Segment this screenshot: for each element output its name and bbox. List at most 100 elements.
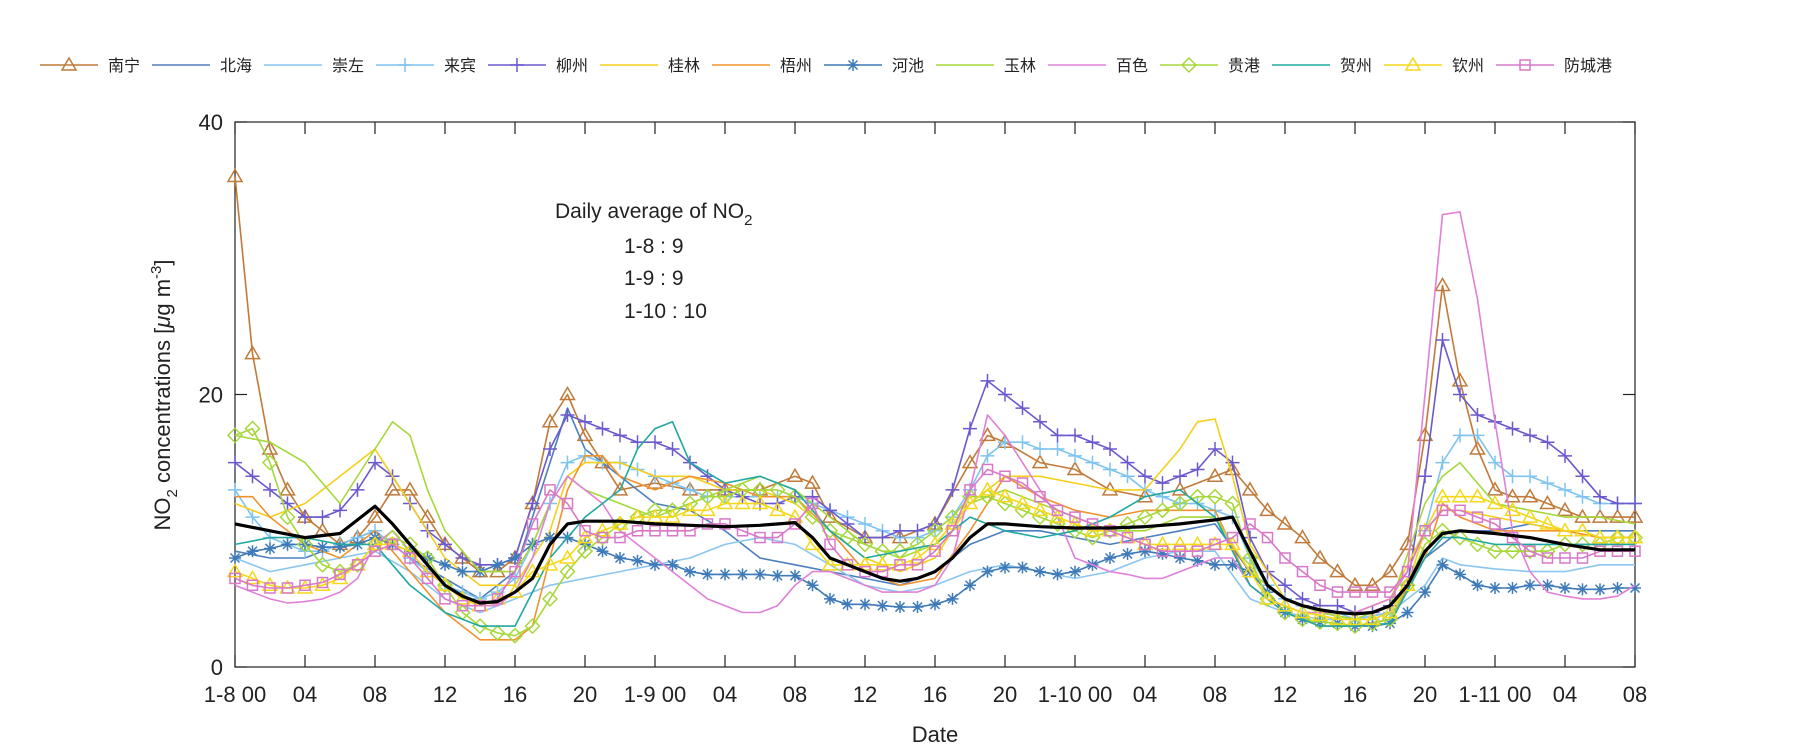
data-point: [1120, 469, 1135, 484]
legend-item: 钦州: [1384, 56, 1484, 75]
data-point: [613, 428, 627, 443]
data-point: [244, 569, 261, 585]
data-point: [1261, 531, 1274, 544]
data-point: [279, 509, 296, 526]
data-point: [1558, 482, 1572, 497]
data-point: [999, 470, 1011, 482]
data-point: [996, 488, 1014, 503]
data-point: [1171, 481, 1189, 496]
y-label-rest: concentrations [: [150, 328, 175, 489]
data-point: [366, 508, 384, 523]
data-point: [821, 522, 839, 539]
x-tick-label: 04: [1553, 682, 1577, 707]
data-point: [736, 568, 749, 581]
data-point: [1015, 435, 1030, 450]
data-point: [1139, 545, 1151, 558]
data-point: [1521, 508, 1539, 523]
data-point: [544, 531, 556, 544]
legend-item: 柳州: [488, 57, 588, 75]
data-point: [1611, 581, 1624, 594]
legend-marker: [60, 56, 78, 71]
x-tick-label: 1-8 00: [204, 682, 266, 707]
data-point: [821, 508, 839, 523]
data-point: [509, 565, 521, 578]
data-point: [229, 552, 241, 564]
y-label-no: NO: [150, 498, 175, 531]
data-point: [979, 481, 996, 496]
data-point: [298, 510, 312, 525]
data-point: [874, 556, 891, 571]
data-point: [1031, 454, 1049, 469]
legend-label: 北海: [220, 57, 252, 75]
data-point: [946, 525, 959, 537]
data-point: [1505, 421, 1520, 436]
data-point: [384, 481, 401, 496]
data-point: [1173, 469, 1187, 484]
data-point: [1434, 488, 1451, 503]
data-point: [594, 522, 611, 537]
legend-item: 来宾: [376, 57, 476, 75]
x-axis: 1-8 00 04 08 12 16 20 1-9 00 04 08 12 16 20 1-10 00 0…: [204, 122, 1647, 707]
data-point: [945, 482, 960, 497]
data-point: [1591, 529, 1609, 544]
data-point: [1049, 508, 1066, 523]
data-point: [1068, 448, 1082, 463]
x-tick-label: 08: [1623, 682, 1647, 707]
data-point: [911, 601, 924, 614]
legend-marker: [510, 58, 524, 72]
data-point: [1435, 333, 1450, 347]
data-point: [489, 624, 506, 641]
data-point: [1556, 501, 1574, 517]
data-point: [1574, 522, 1591, 537]
data-point: [876, 599, 889, 612]
data-point: [1155, 489, 1170, 504]
data-point: [436, 577, 454, 594]
data-point: [1171, 535, 1189, 551]
data-point: [1451, 372, 1469, 387]
series-line: [234, 468, 1635, 607]
data-point: [1349, 586, 1361, 598]
legend-item: 梧州: [712, 57, 812, 75]
data-point: [1576, 583, 1589, 596]
data-point: [244, 345, 261, 360]
data-point: [1364, 610, 1381, 626]
data-point: [805, 489, 820, 504]
data-point: [614, 531, 626, 544]
data-point: [576, 426, 594, 442]
x-tick-label: 12: [853, 682, 877, 707]
data-point: [439, 593, 451, 605]
data-point: [226, 563, 244, 578]
data-point: [1034, 490, 1046, 503]
data-point: [1506, 581, 1519, 594]
data-point: [421, 572, 434, 585]
data-point: [1068, 428, 1082, 443]
data-point: [419, 508, 436, 523]
data-point: [1505, 469, 1520, 484]
data-point: [1156, 547, 1169, 560]
data-point: [964, 579, 976, 592]
data-point: [559, 549, 576, 564]
annotation-title: Daily average of NO2: [555, 200, 752, 229]
data-point: [1139, 538, 1151, 551]
y-axis-label: NO2 concentrations [μg m-3]: [148, 260, 181, 531]
x-tick-label: 08: [783, 682, 807, 707]
data-point: [576, 543, 594, 560]
data-point: [926, 535, 944, 551]
legend-label: 南宁: [108, 57, 140, 75]
data-point: [1314, 579, 1326, 591]
data-point: [701, 518, 714, 530]
data-point: [1259, 501, 1276, 517]
legend-marker: [1404, 56, 1422, 71]
data-point: [1259, 590, 1276, 605]
legend-label: 钦州: [1452, 57, 1484, 75]
data-point: [754, 531, 766, 544]
data-point: [296, 579, 314, 594]
data-point: [1453, 428, 1467, 443]
data-point: [559, 386, 576, 401]
data-point: [333, 503, 347, 518]
x-axis-label: Date: [912, 722, 958, 747]
data-point: [595, 421, 610, 436]
data-point: [769, 501, 786, 517]
data-point: [1244, 518, 1256, 530]
chart-legend: 南宁 北海 崇左 来宾 柳州 桂林 梧州 河池 玉林 百色 贵港 贺州 钦州 防城港: [40, 56, 1612, 75]
